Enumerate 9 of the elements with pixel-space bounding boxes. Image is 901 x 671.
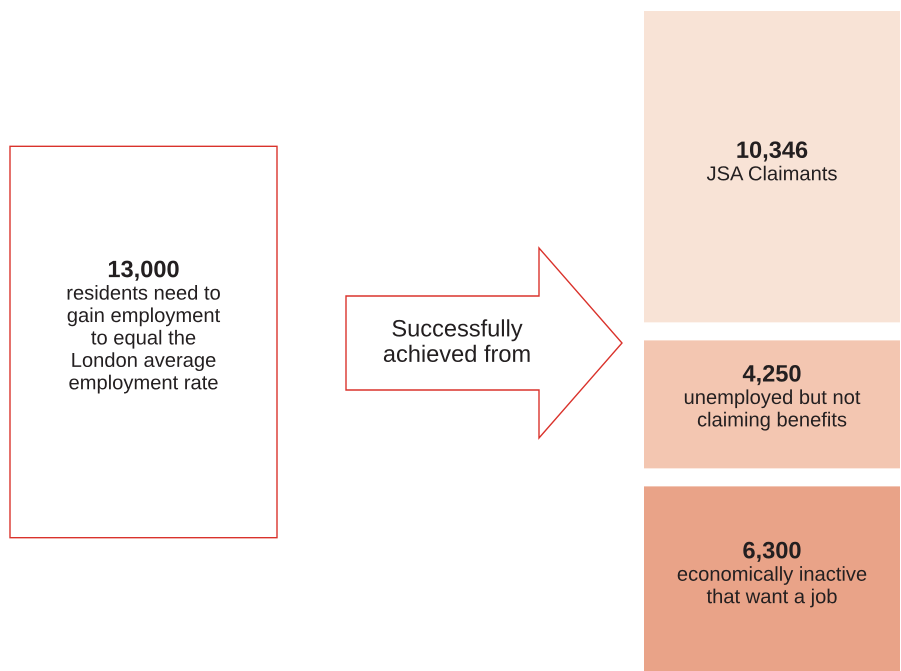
data-label: 6,300	[743, 542, 801, 562]
category-label: economically inactive that want a job	[678, 566, 866, 608]
category-label: unemployed but not claiming benefits	[684, 389, 860, 431]
data-label: 4,250	[742, 364, 801, 386]
text: Successfully achieved from	[384, 319, 530, 362]
data-label: 13,000	[108, 260, 179, 281]
data-label: 10,346	[737, 141, 808, 162]
category-label: residents need to gain employment to equal the London average employment rate	[68, 285, 220, 394]
category-label: JSA Claimants	[706, 166, 837, 180]
